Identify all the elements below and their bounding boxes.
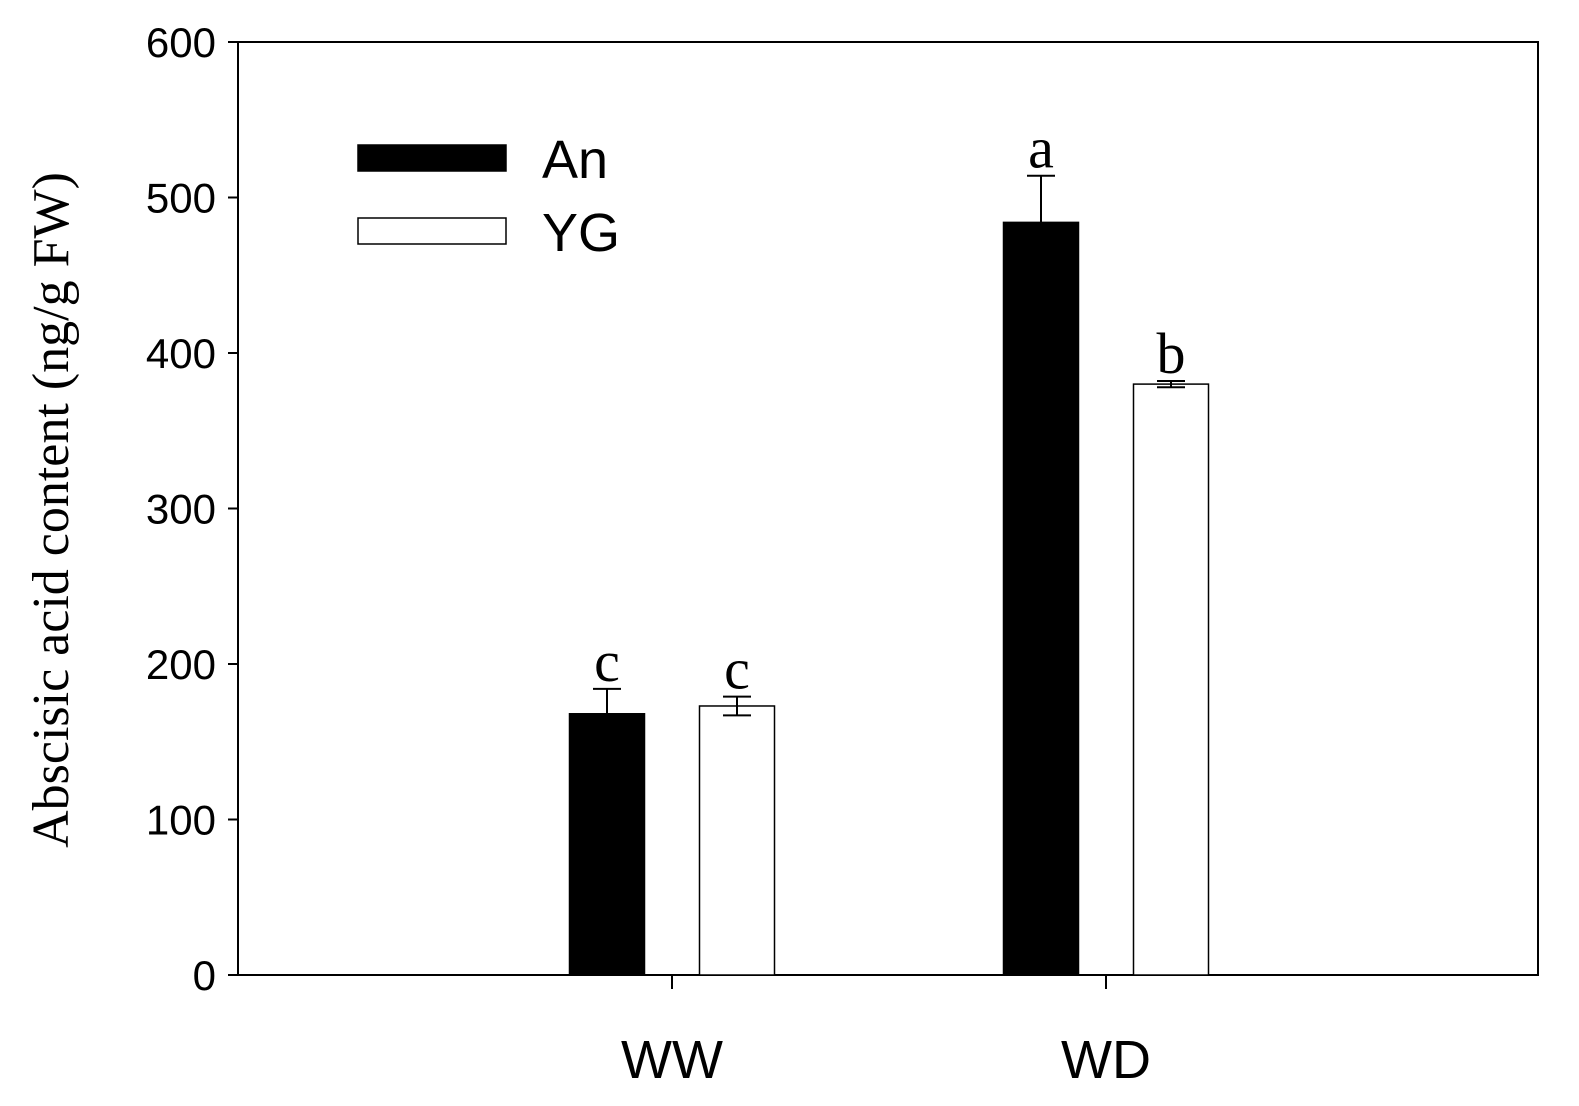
legend-label-yg: YG <box>542 203 620 263</box>
legend-label-an: An <box>542 130 608 190</box>
y-tick-label: 100 <box>146 797 216 844</box>
plot-frame <box>237 41 1539 976</box>
bar-an-ww <box>568 713 646 976</box>
y-tick-label: 600 <box>146 19 216 66</box>
y-axis: 0 100 200 300 400 500 600 <box>146 19 238 999</box>
legend: An YG <box>357 130 620 263</box>
y-tick-label: 200 <box>146 641 216 688</box>
x-axis: WW WD <box>621 975 1151 1090</box>
bar-yg-wd <box>1132 383 1210 976</box>
significance-label: b <box>1157 321 1186 386</box>
legend-swatch-yg <box>357 217 507 245</box>
y-tick-label: 500 <box>146 175 216 222</box>
y-tick-label: 300 <box>146 486 216 533</box>
x-tick-label: WW <box>621 1030 723 1090</box>
y-axis-label: Abscisic acid content (ng/g FW) <box>23 172 80 848</box>
bar-an-wd <box>1002 221 1080 976</box>
significance-label: c <box>724 637 750 702</box>
bars: c c a b <box>568 116 1210 976</box>
bar-yg-ww <box>698 705 776 976</box>
y-tick-label: 0 <box>193 952 216 999</box>
x-tick-label: WD <box>1061 1030 1151 1090</box>
significance-label: c <box>594 629 620 694</box>
legend-swatch-an <box>357 144 507 172</box>
significance-label: a <box>1028 116 1054 181</box>
y-tick-label: 400 <box>146 330 216 377</box>
